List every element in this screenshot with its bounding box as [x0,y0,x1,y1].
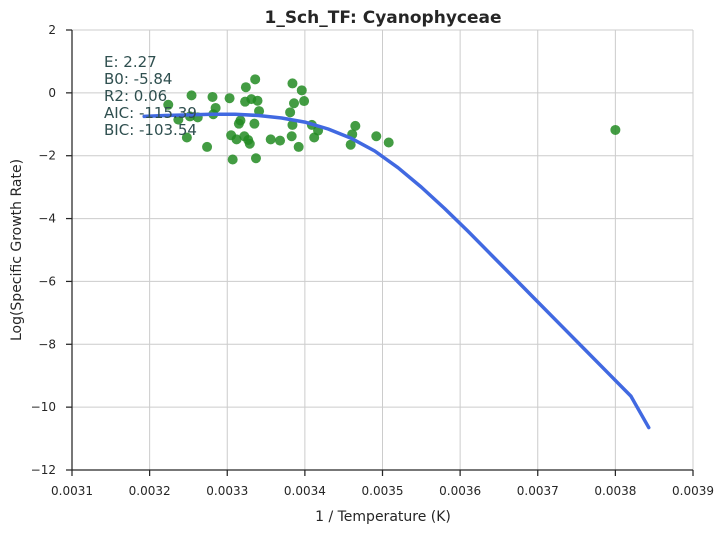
data-point [250,153,261,164]
data-point [285,107,296,118]
data-point [275,135,286,146]
data-point [249,118,260,129]
ticks-layer: 0.0031 0.0032 0.0033 0.0034 0.0035 0.0036 0.00… [31,23,714,498]
fit-statistic-label: BIC: -103.54 [104,121,197,139]
line-layer [142,112,651,430]
x-tick-label: 0.0036 [439,484,481,498]
x-axis-title: 1 / Temperature (K) [315,509,451,525]
data-point [202,141,213,152]
x-tick-label: 0.0037 [517,484,559,498]
x-tick-label: 0.0034 [284,484,326,498]
data-point [265,134,276,145]
data-point [240,82,251,93]
data-point [371,131,382,142]
data-point [293,141,304,152]
data-point [345,139,356,150]
x-tick-label: 0.0039 [672,484,714,498]
y-tick-label: −6 [38,274,56,288]
fit-curve [142,112,651,430]
data-point [250,74,261,85]
data-point [181,132,192,143]
y-tick-label: 0 [48,86,56,100]
x-tick-label: 0.0032 [129,484,171,498]
data-point [299,96,310,107]
data-point [610,124,621,135]
fit-statistic-label: E: 2.27 [104,53,157,71]
fit-statistic-label: AIC: -115.39 [104,104,197,122]
data-point [163,99,174,110]
data-point [244,138,255,149]
y-tick-label: −10 [31,400,56,414]
data-point [186,90,197,101]
y-tick-label: 2 [48,23,56,37]
data-point [227,154,238,165]
y-tick-label: −8 [38,337,56,351]
data-point [254,106,265,117]
data-point [207,91,218,102]
y-tick-label: −4 [38,212,56,226]
data-point [296,85,307,96]
data-point [231,134,242,145]
data-point [350,120,361,131]
y-tick-label: −2 [38,149,56,163]
y-axis-title: Log(Specific Growth Rate) [9,159,25,341]
data-point [289,98,300,109]
x-tick-label: 0.0033 [206,484,248,498]
x-tick-label: 0.0038 [594,484,636,498]
x-tick-label: 0.0031 [51,484,93,498]
x-tick-label: 0.0035 [362,484,404,498]
data-point [287,119,298,130]
data-point [383,137,394,148]
points-layer [163,74,621,165]
data-point [286,131,297,142]
fit-statistic-label: B0: -5.84 [104,70,172,88]
data-point [224,93,235,104]
y-tick-label: −12 [31,463,56,477]
data-point [287,78,298,89]
chart-title: 1_Sch_TF: Cyanophyceae [264,8,501,28]
fit-statistic-label: R2: 0.06 [104,87,167,105]
data-point [252,95,263,106]
data-point [173,114,184,125]
data-point [235,115,246,126]
